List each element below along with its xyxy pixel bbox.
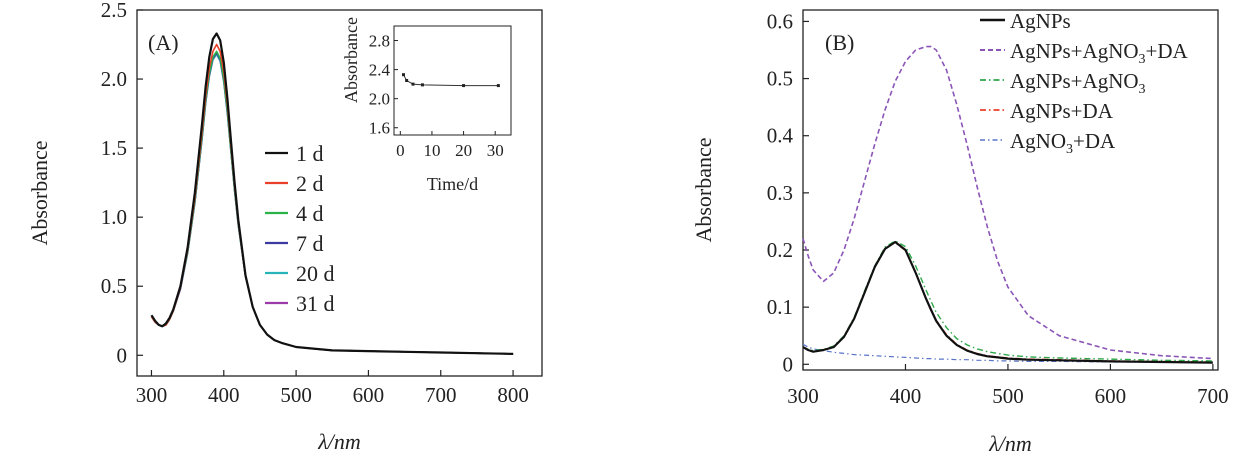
x-tick-label: 300 xyxy=(787,384,819,408)
inset-frame xyxy=(393,25,512,136)
inset-y-tick-label: 1.6 xyxy=(369,119,390,138)
series-line-3 xyxy=(802,241,1213,363)
x-tick-label: 500 xyxy=(992,384,1024,408)
x-axis-label: λ/nm xyxy=(988,431,1032,456)
y-tick-label: 0.6 xyxy=(767,9,793,33)
legend-label: 7 d xyxy=(296,231,324,256)
legend-label-main: AgNO xyxy=(1010,129,1066,153)
legend-label: 20 d xyxy=(296,261,335,286)
legend-label-main: AgNPs+AgNO xyxy=(1010,69,1139,93)
legend-label-main: AgNPs+DA xyxy=(1010,99,1114,123)
inset-x-tick-label: 20 xyxy=(455,141,472,160)
inset-data-point xyxy=(420,83,424,87)
inset-x-tick-label: 30 xyxy=(487,141,504,160)
x-tick-label: 600 xyxy=(1095,384,1127,408)
inset-x-tick-label: 0 xyxy=(396,141,405,160)
x-tick-label: 600 xyxy=(353,383,385,407)
series-line-0 xyxy=(802,240,1213,364)
y-tick-label: 2.5 xyxy=(101,0,127,22)
legend-label-subscript: 3 xyxy=(1139,82,1146,97)
inset-y-tick-label: 2.4 xyxy=(369,61,391,80)
plot-frame xyxy=(802,9,1219,371)
x-axis-label: λ/nm xyxy=(317,429,361,454)
inset-data-point xyxy=(496,84,500,88)
legend-label: AgNPs+AgNO3 xyxy=(1010,69,1146,97)
y-tick-label: 0 xyxy=(117,343,128,367)
panel-label: (B) xyxy=(825,30,854,55)
legend-label-subscript: 3 xyxy=(1066,142,1073,157)
inset-x-axis-label: Time/d xyxy=(427,174,478,194)
inset-data-point xyxy=(401,73,405,77)
x-tick-label: 400 xyxy=(890,384,922,408)
inset-data-point xyxy=(405,79,409,82)
legend-label: AgNPs+AgNO3+DA xyxy=(1010,39,1189,67)
inset-y-tick-label: 2.0 xyxy=(369,90,390,109)
x-tick-label: 300 xyxy=(136,383,168,407)
y-tick-label: 0.5 xyxy=(101,274,127,298)
legend-label: AgNO3+DA xyxy=(1010,129,1116,157)
series-line-1 xyxy=(802,45,1213,360)
x-tick-label: 700 xyxy=(1197,384,1229,408)
legend-label-subscript: 3 xyxy=(1139,52,1146,67)
y-tick-label: 0.3 xyxy=(767,181,793,205)
plot-frame xyxy=(136,9,543,377)
y-tick-label: 1.5 xyxy=(101,136,127,160)
series-line-2 xyxy=(802,240,1213,362)
legend-label: 1 d xyxy=(296,141,324,166)
series-line-0 xyxy=(150,32,514,355)
legend-label: 4 d xyxy=(296,201,324,226)
x-tick-label: 400 xyxy=(208,383,240,407)
y-tick-label: 0 xyxy=(783,352,794,376)
inset-y-axis-label: Absorbance xyxy=(341,17,361,103)
y-axis-label: Absorbance xyxy=(27,140,52,245)
panel-b-chart: 300 400 500 600 700 0 0.1 0.2 0.3 0.4 0.5 0.6 λ/nm Ab… xyxy=(691,9,1229,456)
legend-label: AgNPs+DA xyxy=(1010,99,1114,123)
inset-y-tick-label: 2.8 xyxy=(369,32,390,51)
panel-label: (A) xyxy=(148,30,179,55)
y-tick-label: 1.0 xyxy=(101,205,127,229)
legend-label-suffix: +DA xyxy=(1073,129,1116,153)
legend-label: 2 d xyxy=(296,171,324,196)
y-tick-label: 0.4 xyxy=(767,124,794,148)
y-axis-label: Absorbance xyxy=(691,137,716,242)
legend-label-suffix: +DA xyxy=(1146,39,1189,63)
y-tick-label: 0.2 xyxy=(767,238,793,262)
x-tick-label: 500 xyxy=(280,383,312,407)
y-tick-label: 0.1 xyxy=(767,295,793,319)
y-tick-label: 0.5 xyxy=(767,67,793,91)
legend-label: 31 d xyxy=(296,291,335,316)
legend-label-main: AgNPs+AgNO xyxy=(1010,39,1139,63)
series-line-4 xyxy=(802,343,1213,364)
legend-label-main: AgNPs xyxy=(1010,9,1071,33)
y-tick-label: 2.0 xyxy=(101,67,127,91)
x-tick-label: 700 xyxy=(425,383,457,407)
inset-x-tick-label: 10 xyxy=(423,141,440,160)
inset-data-point xyxy=(411,82,415,86)
inset-data-point xyxy=(462,84,466,88)
panel-a-chart: 300 400 500 600 700 80000.51.01.52.02.5λ/nmAb… xyxy=(27,0,543,454)
x-tick-label: 800 xyxy=(497,383,529,407)
legend-label: AgNPs xyxy=(1010,9,1071,33)
